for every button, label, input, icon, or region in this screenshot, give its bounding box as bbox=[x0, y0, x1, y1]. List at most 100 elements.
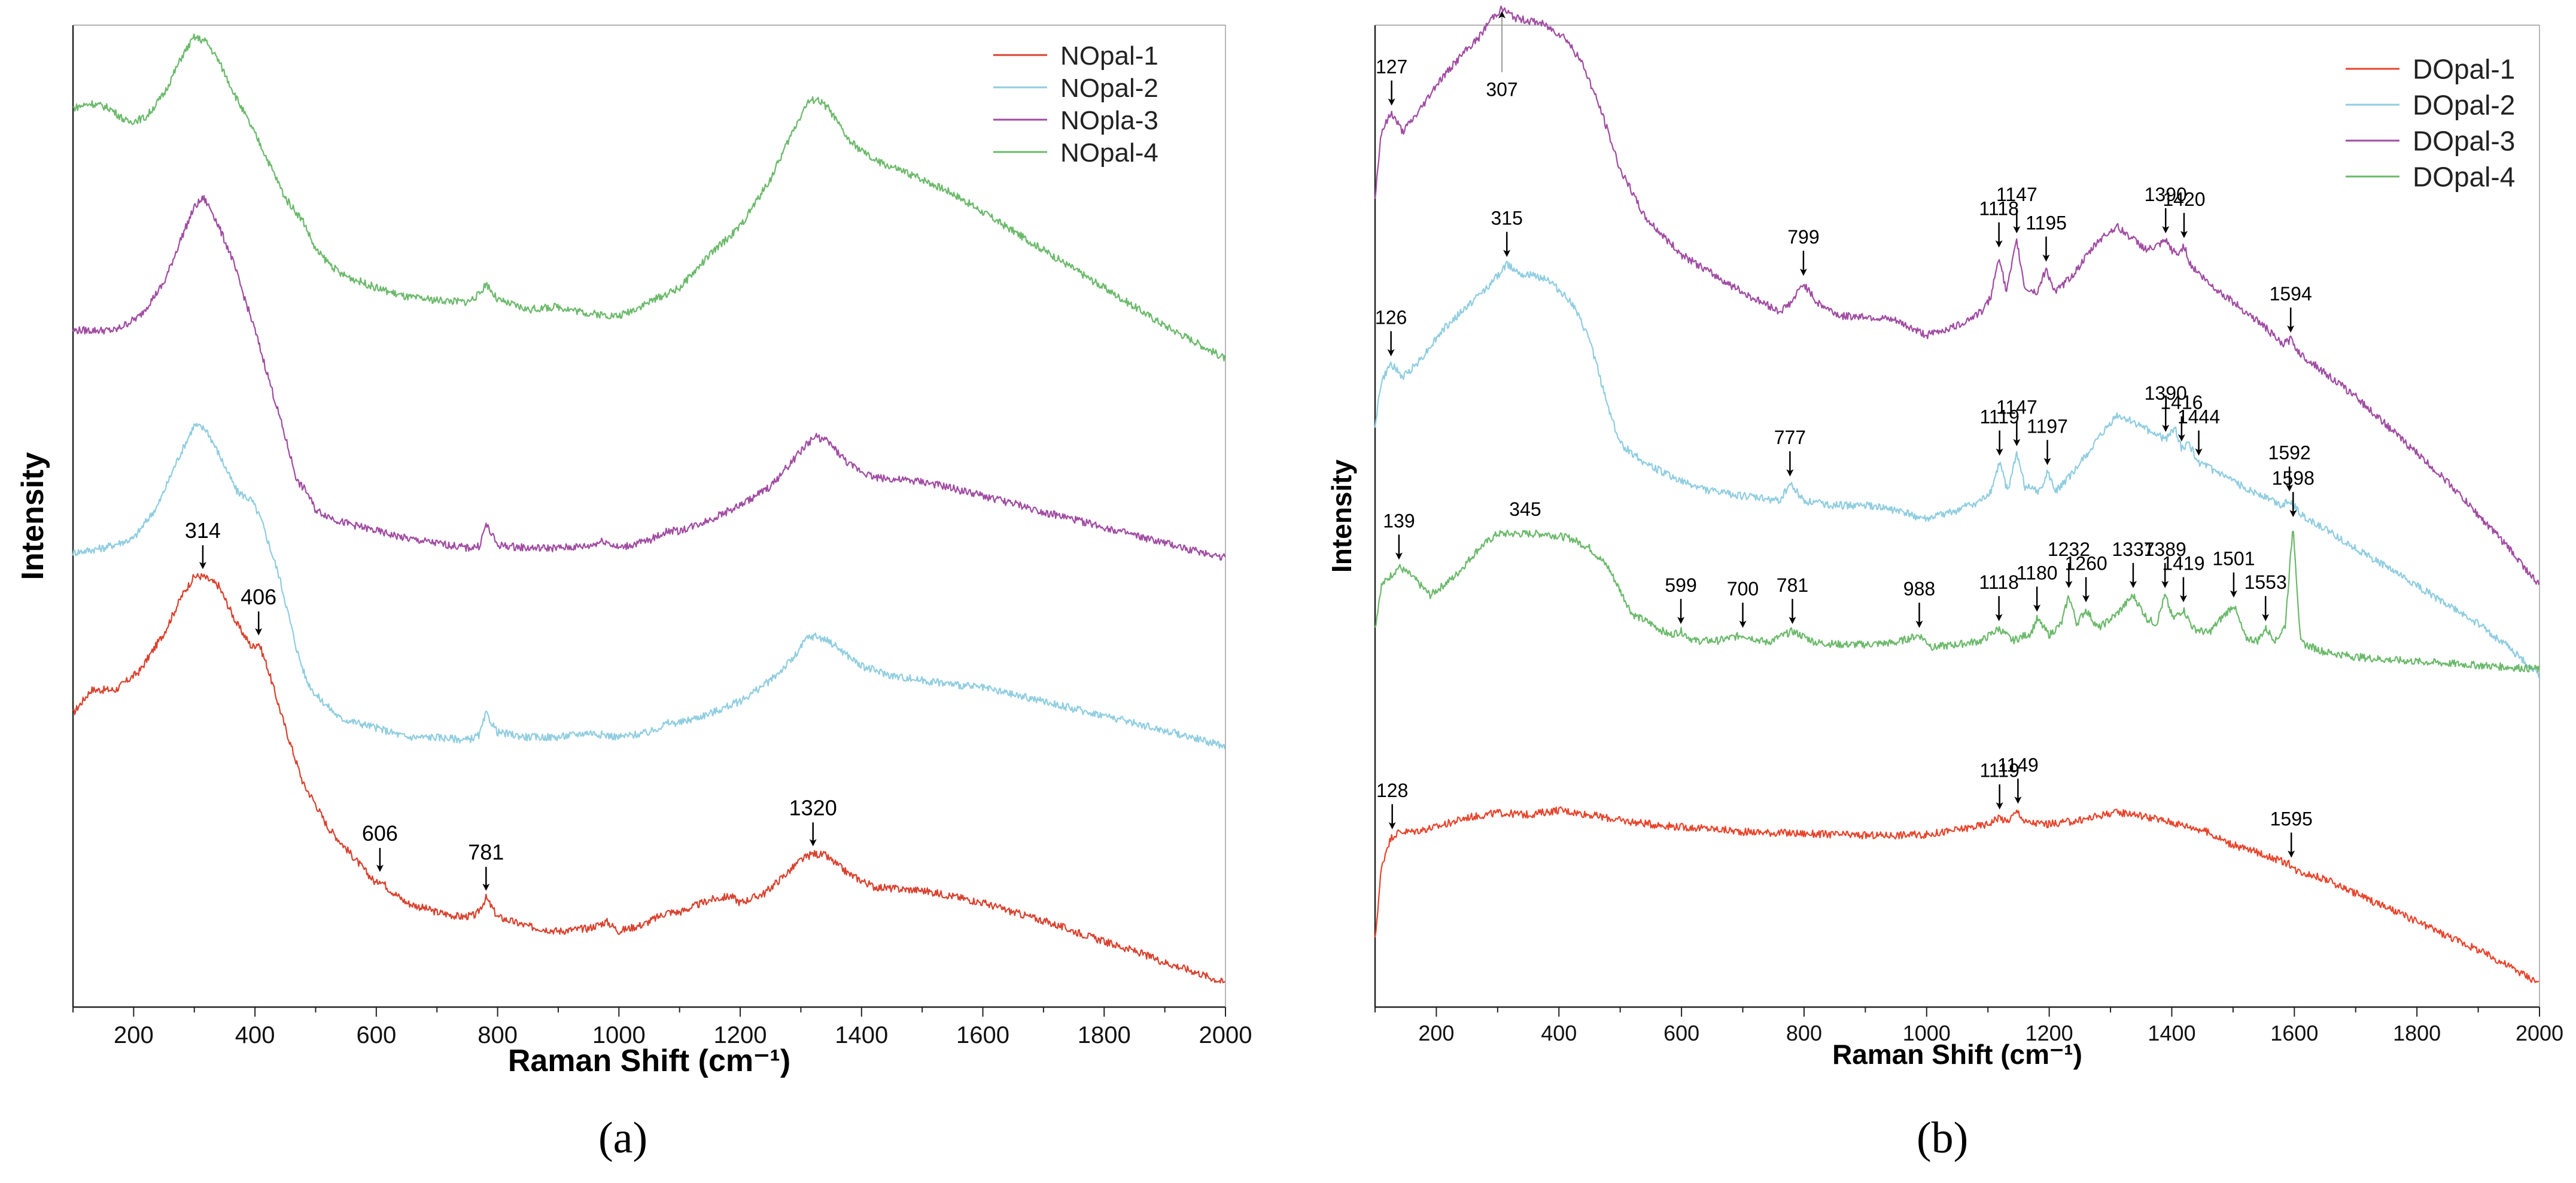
peak-annotation: 1390 bbox=[2145, 382, 2187, 432]
x-tick-label: 1000 bbox=[592, 1022, 646, 1048]
x-tick-label: 1400 bbox=[835, 1022, 888, 1048]
peak-annotation: 777 bbox=[1774, 427, 1806, 477]
peak-label: 406 bbox=[241, 585, 276, 609]
panel-a-chart: 200 400 600 800 1000 1200 1400 1600 1800 2000 Rama… bbox=[16, 25, 1252, 1078]
peak-annotation: 1147 bbox=[1996, 397, 2037, 446]
peak-annotation: 1119 bbox=[1979, 406, 2020, 456]
peak-annotation: 1592 bbox=[2268, 442, 2311, 492]
peak-label: 988 bbox=[1903, 578, 1935, 600]
series-line-dopal-3 bbox=[1374, 5, 2540, 585]
peak-annotation: 1420 bbox=[2163, 188, 2206, 238]
peak-label: 1195 bbox=[2025, 212, 2067, 233]
peak-annotation: 799 bbox=[1787, 226, 1820, 276]
peak-label: 700 bbox=[1727, 578, 1759, 600]
peak-annotation: 307 bbox=[1486, 11, 1518, 101]
peak-annotation: 127 bbox=[1376, 56, 1407, 106]
peak-annotation: 1149 bbox=[1997, 754, 2039, 804]
series-line-nopal-2 bbox=[72, 422, 1226, 750]
x-tick-label: 400 bbox=[1541, 1021, 1577, 1045]
peak-label: 606 bbox=[362, 821, 398, 846]
panel-b-chart: 200 400 600 800 1000 1200 1400 1600 1800 2000 Rama… bbox=[1326, 5, 2563, 1070]
peak-label: 1118 bbox=[1979, 571, 2018, 593]
peak-annotation: 700 bbox=[1727, 578, 1759, 628]
peak-label: 315 bbox=[1491, 207, 1523, 229]
y-axis-label: Intensity bbox=[1326, 460, 1357, 573]
peak-label: 799 bbox=[1787, 226, 1819, 248]
peak-annotation: 128 bbox=[1376, 780, 1408, 829]
peak-annotation: 606 bbox=[362, 821, 398, 872]
peak-label: 126 bbox=[1375, 306, 1407, 328]
peak-annotation: 406 bbox=[241, 585, 276, 635]
legend: DOpal-1 DOpal-2 DOpal-3 DOpal-4 bbox=[2346, 54, 2515, 193]
legend-label: DOpal-3 bbox=[2413, 126, 2515, 157]
peak-label: 1390 bbox=[2145, 184, 2187, 205]
peak-label: 1232 bbox=[2048, 539, 2090, 560]
series-line-nopal-1 bbox=[72, 573, 1225, 984]
peak-annotation: 781 bbox=[1777, 574, 1808, 624]
peak-label: 777 bbox=[1774, 427, 1806, 448]
x-tick-label: 800 bbox=[1786, 1021, 1822, 1045]
peak-annotation: 345 bbox=[1509, 498, 1541, 520]
peak-label: 781 bbox=[1777, 574, 1808, 596]
legend-label: DOpal-2 bbox=[2413, 90, 2515, 121]
peak-annotation: 1147 bbox=[1996, 184, 2037, 233]
legend-label: DOpal-4 bbox=[2413, 162, 2515, 193]
x-axis-label: Raman Shift (cm⁻¹) bbox=[508, 1044, 790, 1078]
peak-annotation: 1118 bbox=[1979, 571, 2019, 622]
peak-annotation: 139 bbox=[1383, 510, 1415, 560]
x-axis-label: Raman Shift (cm⁻¹) bbox=[1832, 1039, 2082, 1070]
x-tick-label: 1200 bbox=[2025, 1021, 2073, 1045]
peak-label: 1420 bbox=[2163, 188, 2205, 210]
x-tick-label: 800 bbox=[478, 1022, 518, 1048]
legend-label: NOpal-2 bbox=[1060, 74, 1158, 103]
peak-annotation: 1119 bbox=[1979, 760, 2020, 810]
peak-label: 1595 bbox=[2270, 808, 2313, 829]
x-tick-label: 2000 bbox=[2516, 1021, 2563, 1045]
peak-label: 1419 bbox=[2162, 553, 2204, 574]
peak-label: 1501 bbox=[2212, 548, 2255, 570]
legend-label: NOpla-3 bbox=[1060, 106, 1158, 135]
peak-label: 1147 bbox=[1996, 184, 2037, 205]
peak-annotation: 1118 bbox=[1979, 198, 2019, 248]
series-line-dopal-2 bbox=[1374, 260, 2540, 679]
series-line-dopal-4 bbox=[1374, 529, 2540, 673]
x-tick-label: 1600 bbox=[2270, 1021, 2318, 1045]
peak-label: 781 bbox=[468, 840, 504, 865]
peak-annotation: 1389 bbox=[2144, 539, 2186, 588]
peak-annotation: 314 bbox=[185, 518, 221, 570]
peak-label: 1337 bbox=[2112, 539, 2154, 560]
series-line-dopal-1 bbox=[1374, 806, 2539, 983]
x-tick-label: 1000 bbox=[1903, 1021, 1951, 1045]
caption-a: (a) bbox=[598, 1114, 648, 1163]
series-line-nopal-4 bbox=[72, 33, 1226, 362]
peak-label: 1118 bbox=[1979, 198, 2018, 220]
peak-label: 1147 bbox=[1996, 397, 2037, 418]
peak-label: 1444 bbox=[2177, 406, 2220, 427]
x-tick-label: 200 bbox=[1418, 1021, 1454, 1045]
peak-label: 1260 bbox=[2064, 553, 2107, 574]
peak-annotation: 1390 bbox=[2145, 184, 2187, 233]
legend-label: NOpal-4 bbox=[1060, 138, 1158, 168]
caption-b: (b) bbox=[1917, 1114, 1969, 1163]
peak-annotation: 1195 bbox=[2025, 212, 2067, 262]
peak-annotation: 1180 bbox=[2017, 562, 2058, 612]
x-tick-label: 600 bbox=[1663, 1021, 1699, 1045]
peak-annotation: 1337 bbox=[2112, 539, 2155, 588]
peak-label: 1594 bbox=[2270, 283, 2312, 305]
legend: NOpal-1 NOpal-2 NOpla-3 NOpal-4 bbox=[993, 41, 1158, 168]
peak-label: 1592 bbox=[2268, 442, 2311, 464]
peak-label: 599 bbox=[1665, 574, 1696, 596]
peak-annotation: 1197 bbox=[2027, 415, 2068, 466]
peak-label: 345 bbox=[1509, 498, 1541, 520]
peak-annotation: 1595 bbox=[2270, 808, 2313, 858]
peak-annotation: 315 bbox=[1491, 207, 1523, 257]
x-tick-label: 600 bbox=[356, 1022, 396, 1048]
legend-label: DOpal-1 bbox=[2413, 54, 2515, 85]
peak-annotation: 599 bbox=[1665, 574, 1697, 624]
peak-annotation: 1501 bbox=[2212, 548, 2255, 598]
peak-label: 1389 bbox=[2144, 539, 2186, 560]
peak-annotation: 1598 bbox=[2272, 467, 2315, 518]
x-tick-label: 2000 bbox=[1199, 1022, 1252, 1048]
peak-annotation: 1260 bbox=[2064, 553, 2107, 603]
